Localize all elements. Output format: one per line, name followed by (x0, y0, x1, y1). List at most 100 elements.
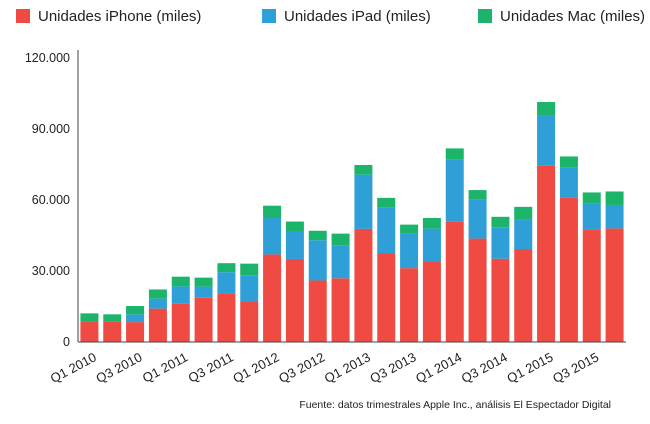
bar-segment (80, 313, 99, 322)
bar-segment (263, 205, 282, 218)
bar-segment (331, 278, 350, 342)
bar-segment (605, 228, 624, 342)
bar-segment (240, 263, 259, 276)
bar-segment (308, 280, 327, 342)
bar-segment (422, 228, 441, 263)
x-tick-label: Q3 2015 (550, 349, 601, 386)
bar-segment (354, 228, 373, 342)
bar-segment (377, 253, 396, 342)
bar-segment (148, 298, 167, 309)
bar-segment (422, 262, 441, 342)
bar-segment (126, 306, 145, 315)
bar-segment (605, 191, 624, 205)
x-tick-label: Q3 2011 (186, 349, 236, 385)
bar-segment (377, 207, 396, 254)
legend-label: Unidades Mac (miles) (500, 8, 645, 25)
source-footnote: Fuente: datos trimestrales Apple Inc., a… (299, 399, 611, 411)
legend-item: Unidades iPhone (miles) (16, 8, 201, 25)
bar-segment (285, 258, 304, 342)
x-tick-label: Q1 2014 (413, 349, 464, 386)
legend-swatch (262, 9, 276, 23)
bar-segment (468, 190, 487, 200)
bar-segment (422, 217, 441, 229)
bar-segment (331, 233, 350, 246)
bar-segment (263, 217, 282, 255)
bar-segment (148, 289, 167, 299)
bar-segment (194, 286, 213, 298)
bar-segment (559, 156, 578, 168)
bar-segment (354, 174, 373, 229)
x-tick-label: Q3 2012 (276, 349, 327, 386)
bar-segment (308, 230, 327, 241)
bar-segment (537, 102, 556, 116)
bar-segment (308, 240, 327, 281)
x-tick-label: Q1 2012 (230, 349, 281, 386)
bar-segment (468, 199, 487, 239)
y-tick-label: 30.000 (32, 264, 70, 278)
bar-segment (171, 303, 190, 342)
bar-segment (537, 165, 556, 342)
bar-segment (80, 321, 99, 342)
bar-segment (171, 286, 190, 304)
legend-item: Unidades Mac (miles) (478, 8, 645, 25)
bar-segment (126, 322, 145, 342)
y-tick-label: 120.000 (25, 51, 70, 65)
x-tick-label: Q1 2013 (322, 349, 373, 386)
bar-segment (537, 115, 556, 166)
bar-segment (400, 268, 419, 342)
bar-segment (377, 197, 396, 208)
bar-segment (103, 321, 122, 342)
bar-segment (582, 203, 601, 230)
bar-segment (514, 206, 533, 220)
bar-segment (400, 233, 419, 269)
bar-segment (582, 192, 601, 204)
bar-segment (605, 204, 624, 229)
bar-segment (126, 314, 145, 323)
y-tick-label: 90.000 (32, 122, 70, 136)
bar-segment (559, 167, 578, 198)
y-tick-label: 60.000 (32, 193, 70, 207)
y-tick-label: 0 (63, 335, 70, 349)
bar-segment (148, 308, 167, 342)
bar-segment (171, 276, 190, 287)
x-tick-label: Q1 2011 (140, 349, 190, 385)
bar-segment (194, 297, 213, 342)
bar-segment (354, 164, 373, 175)
legend-label: Unidades iPad (miles) (284, 8, 431, 25)
bar-segment (194, 277, 213, 287)
legend-swatch (478, 9, 492, 23)
bar-segment (285, 221, 304, 232)
legend-item: Unidades iPad (miles) (262, 8, 431, 25)
legend-swatch (16, 9, 30, 23)
bar-segment (445, 148, 464, 160)
bar-segment (445, 159, 464, 222)
bar-segment (217, 293, 236, 342)
legend-label: Unidades iPhone (miles) (38, 8, 201, 25)
bar-segment (468, 238, 487, 342)
bar-segment (103, 314, 122, 322)
bar-segment (445, 221, 464, 342)
bar-segment (559, 197, 578, 342)
bar-segment (514, 248, 533, 342)
bar-segment (331, 245, 350, 279)
bar-segment (514, 219, 533, 249)
bar-segment (217, 272, 236, 294)
bar-segment (263, 254, 282, 342)
x-tick-label: Q1 2015 (504, 349, 555, 386)
legend: Unidades iPhone (miles) Unidades iPad (mi… (16, 8, 645, 25)
bar-segment (491, 227, 510, 259)
bar-segment (491, 258, 510, 342)
x-tick-label: Q3 2010 (93, 349, 144, 386)
bar-segment (217, 263, 236, 273)
y-axis: 0 30.000 60.000 90.000 120.000 (25, 50, 79, 349)
x-tick-label: Q3 2013 (367, 349, 418, 386)
x-tick-label: Q1 2010 (48, 349, 99, 386)
bar-segment (285, 231, 304, 259)
bar-segment (240, 301, 259, 342)
bar-segment (582, 229, 601, 342)
bar-segment (491, 216, 510, 228)
x-tick-label: Q3 2014 (459, 349, 510, 386)
bar-segment (400, 224, 419, 234)
